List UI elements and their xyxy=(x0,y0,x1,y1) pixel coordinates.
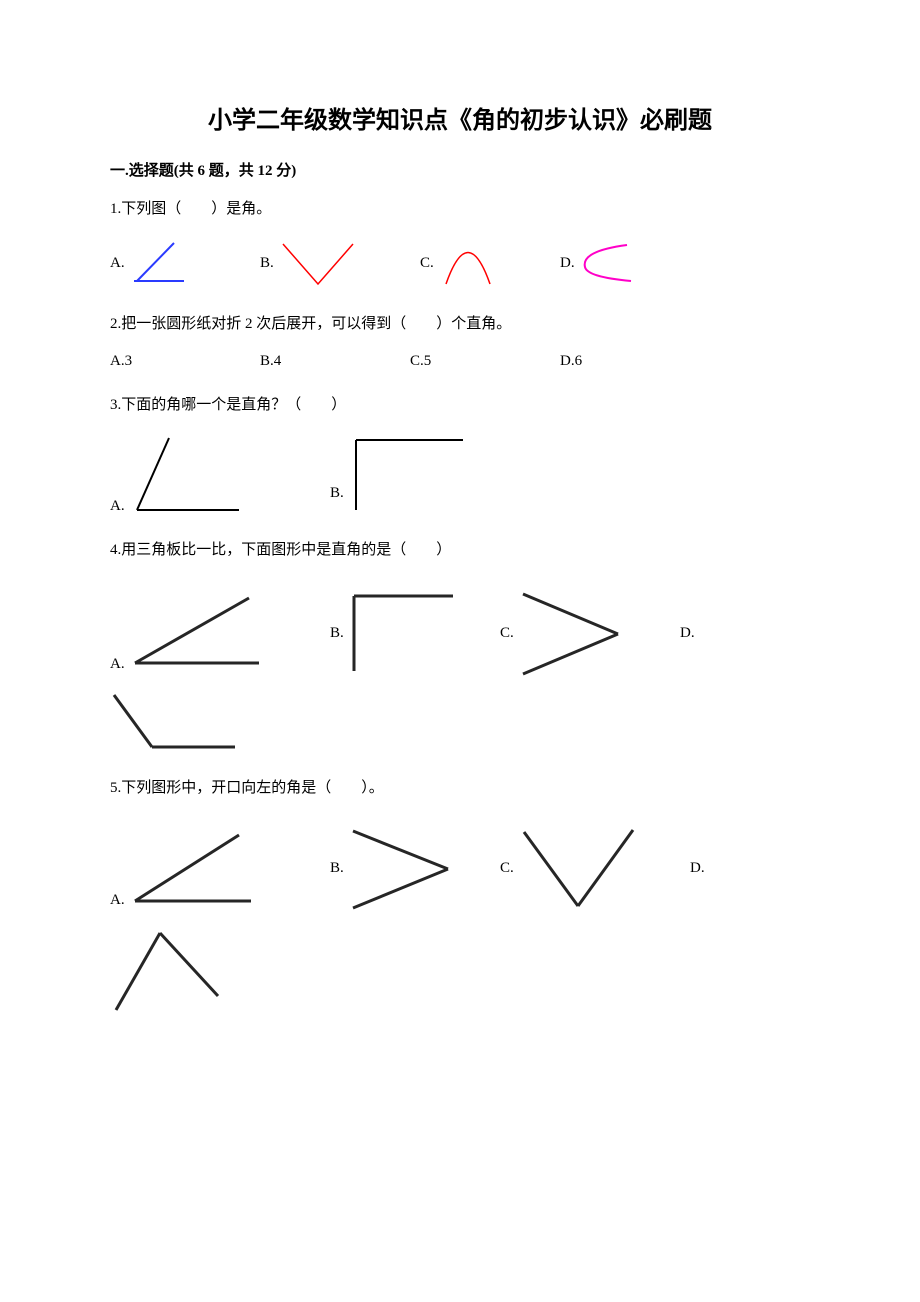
opt-letter: B. xyxy=(260,255,274,272)
opt-letter: D. xyxy=(690,860,705,877)
opt-letter: B. xyxy=(330,485,344,502)
q4-opt-d-letter: D. xyxy=(680,625,699,642)
opt-text: A.3 xyxy=(110,353,132,370)
opt-letter: D. xyxy=(680,625,695,642)
obtuse-angle-icon xyxy=(110,691,240,753)
right-angle-icon xyxy=(348,591,458,676)
angle-open-left-icon xyxy=(348,826,458,912)
page: 小学二年级数学知识点《角的初步认识》必刷题 一.选择题(共 6 题，共 12 分… xyxy=(0,0,920,1302)
opt-letter: A. xyxy=(110,498,125,515)
q3-opt-a: A. xyxy=(110,435,330,515)
curve-pink-icon xyxy=(579,241,639,287)
opt-letter: D. xyxy=(560,255,575,272)
q5-opt-b: B. xyxy=(330,826,500,912)
arc-red-icon xyxy=(438,239,498,289)
q5-opt-a: A. xyxy=(110,829,330,909)
q4-opt-c: C. xyxy=(500,589,680,677)
q2-opt-d: D.6 xyxy=(560,353,582,370)
opt-text: B.4 xyxy=(260,353,281,370)
q5-options-row1: A. B. C. D. xyxy=(110,826,810,912)
angle-open-down-icon xyxy=(110,928,230,1016)
q2-opt-c: C.5 xyxy=(410,353,560,370)
q3-opt-b: B. xyxy=(330,435,468,515)
q2-stem: 2.把一张圆形纸对折 2 次后展开，可以得到（ ）个直角。 xyxy=(110,313,810,336)
q1-stem: 1.下列图（ ）是角。 xyxy=(110,198,810,221)
q5-options-row2 xyxy=(110,928,810,1016)
q4-options-row2 xyxy=(110,691,810,753)
q4-opt-d-figure xyxy=(110,691,240,753)
q5-opt-c: C. xyxy=(500,826,690,912)
angle-open-right-icon xyxy=(129,829,259,909)
q1-opt-b: B. xyxy=(260,239,420,289)
opt-letter: B. xyxy=(330,625,344,642)
angle-right-open-icon xyxy=(518,589,628,677)
v-red-icon xyxy=(278,239,358,289)
section-header: 一.选择题(共 6 题，共 12 分) xyxy=(110,159,810,180)
opt-text: C.5 xyxy=(410,353,431,370)
opt-letter: A. xyxy=(110,255,125,272)
q5-stem: 5.下列图形中，开口向左的角是（ ）。 xyxy=(110,777,810,800)
q1-opt-a: A. xyxy=(110,239,260,289)
right-angle-icon xyxy=(348,435,468,515)
q5-opt-d-letter: D. xyxy=(690,860,709,877)
q2-options: A.3 B.4 C.5 D.6 xyxy=(110,353,810,370)
angle-blue-icon xyxy=(129,239,199,289)
acute-angle-icon xyxy=(129,435,249,515)
q3-stem: 3.下面的角哪一个是直角？（ ） xyxy=(110,394,810,417)
opt-letter: C. xyxy=(420,255,434,272)
q1-opt-d: D. xyxy=(560,241,639,287)
q2-opt-b: B.4 xyxy=(260,353,410,370)
q1-options: A. B. C. D. xyxy=(110,239,810,289)
page-title: 小学二年级数学知识点《角的初步认识》必刷题 xyxy=(110,100,810,135)
q3-options: A. B. xyxy=(110,435,810,515)
q2-opt-a: A.3 xyxy=(110,353,260,370)
opt-letter: A. xyxy=(110,892,125,909)
opt-letter: B. xyxy=(330,860,344,877)
q4-opt-b: B. xyxy=(330,591,500,676)
opt-letter: C. xyxy=(500,860,514,877)
q1-opt-c: C. xyxy=(420,239,560,289)
q4-opt-a: A. xyxy=(110,593,330,673)
acute-angle-icon xyxy=(129,593,269,673)
q4-options-row1: A. B. C. D. xyxy=(110,589,810,677)
q5-opt-d-figure xyxy=(110,928,230,1016)
opt-letter: A. xyxy=(110,656,125,673)
opt-text: D.6 xyxy=(560,353,582,370)
angle-open-up-icon xyxy=(518,826,638,912)
q4-stem: 4.用三角板比一比，下面图形中是直角的是（ ） xyxy=(110,539,810,562)
opt-letter: C. xyxy=(500,625,514,642)
